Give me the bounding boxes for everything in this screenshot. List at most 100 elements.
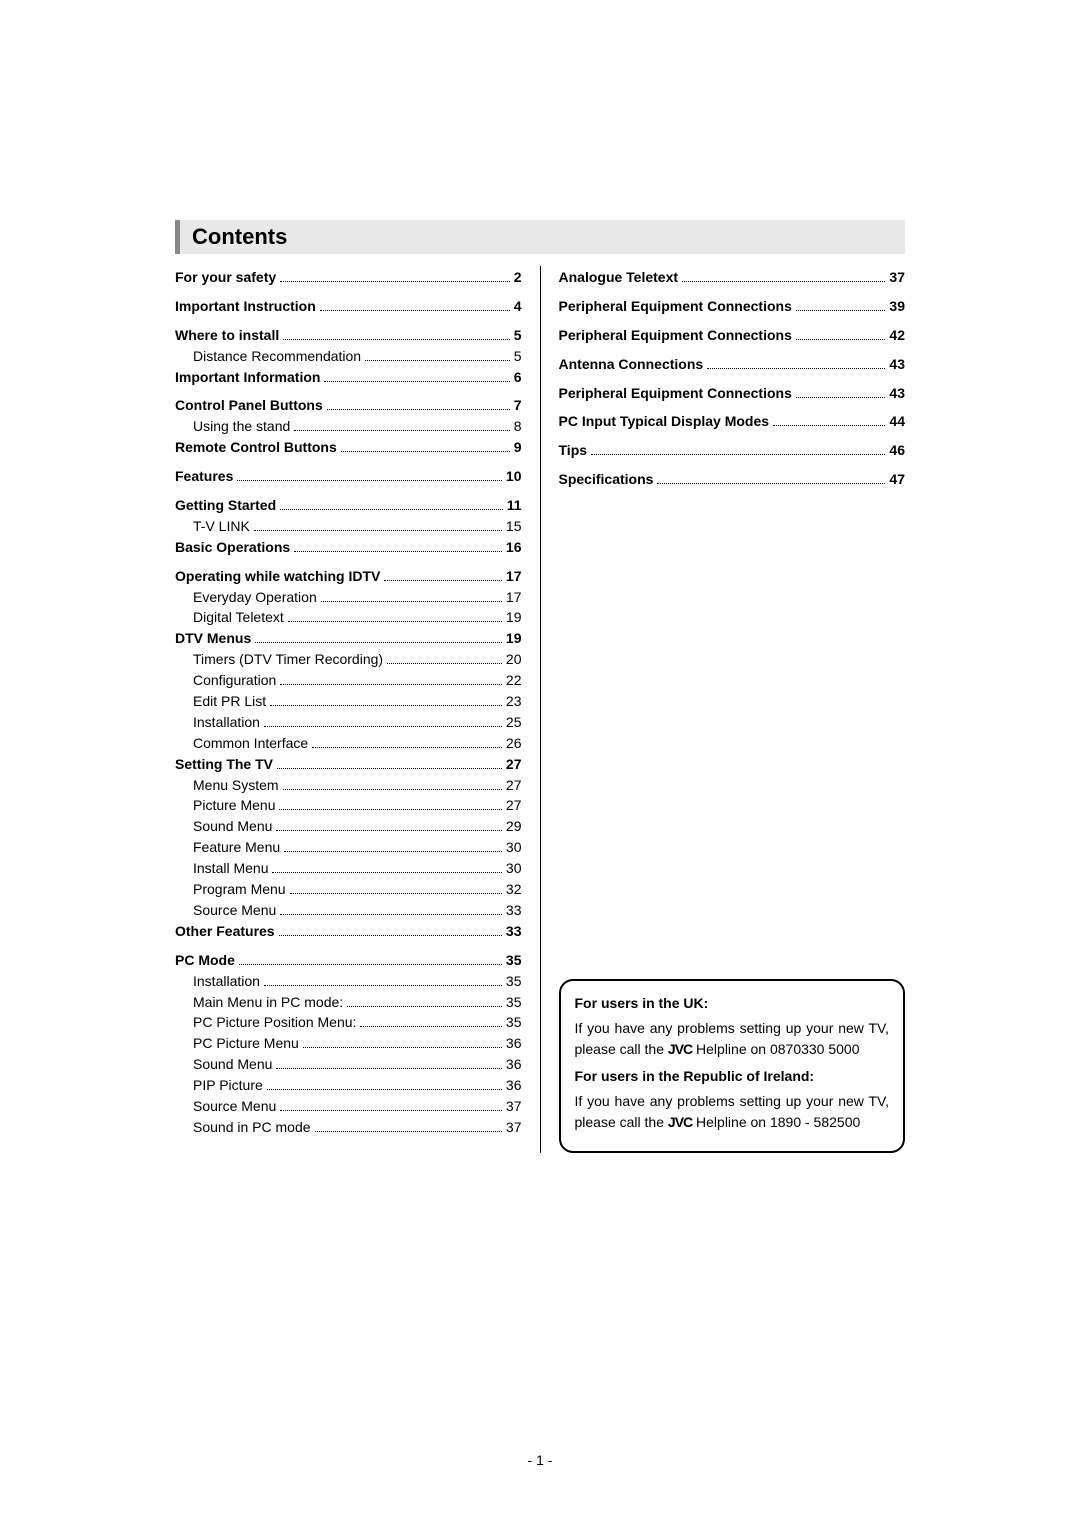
toc-entry: Operating while watching IDTV17 — [175, 567, 522, 586]
toc-entry: Digital Teletext19 — [175, 608, 522, 627]
toc-leader-dots — [387, 663, 502, 664]
toc-label: Setting The TV — [175, 755, 273, 774]
toc-label: PIP Picture — [193, 1076, 263, 1095]
toc-entry: Source Menu33 — [175, 901, 522, 920]
toc-leader-dots — [272, 872, 501, 873]
toc-page-number: 11 — [507, 496, 522, 515]
toc-entry: PC Mode35 — [175, 951, 522, 970]
toc-label: Other Features — [175, 922, 275, 941]
toc-label: PC Input Typical Display Modes — [559, 412, 770, 431]
toc-leader-dots — [280, 1110, 502, 1111]
toc-label: T-V LINK — [193, 517, 250, 536]
toc-page-number: 36 — [506, 1076, 522, 1095]
toc-label: Antenna Connections — [559, 355, 704, 374]
toc-entry: Basic Operations 16 — [175, 538, 522, 557]
toc-entry: Getting Started11 — [175, 496, 522, 515]
toc-label: Basic Operations — [175, 538, 290, 557]
toc-leader-dots — [290, 893, 502, 894]
toc-leader-dots — [267, 1089, 502, 1090]
toc-page-number: 37 — [506, 1097, 522, 1116]
toc-columns: For your safety2Important Instruction4Wh… — [175, 266, 905, 1153]
toc-leader-dots — [288, 621, 502, 622]
toc-page-number: 8 — [514, 417, 522, 436]
toc-page-number: 19 — [506, 629, 522, 648]
toc-leader-dots — [279, 935, 502, 936]
toc-entry: Program Menu32 — [175, 880, 522, 899]
toc-entry: Control Panel Buttons7 — [175, 396, 522, 415]
toc-label: Picture Menu — [193, 796, 275, 815]
toc-label: Main Menu in PC mode: — [193, 993, 343, 1012]
toc-page-number: 16 — [506, 538, 522, 557]
toc-entry: Installation35 — [175, 972, 522, 991]
toc-label: Using the stand — [193, 417, 290, 436]
toc-entry: Install Menu30 — [175, 859, 522, 878]
toc-entry: Setting The TV27 — [175, 755, 522, 774]
toc-leader-dots — [239, 964, 502, 965]
toc-page-number: 26 — [506, 734, 522, 753]
toc-entry: Remote Control Buttons9 — [175, 438, 522, 457]
toc-label: Source Menu — [193, 1097, 276, 1116]
toc-page-number: 23 — [506, 692, 522, 711]
toc-entry: Installation25 — [175, 713, 522, 732]
note-uk-text-b: Helpline on 0870330 5000 — [692, 1041, 859, 1057]
toc-label: For your safety — [175, 268, 276, 287]
toc-entry: Everyday Operation17 — [175, 588, 522, 607]
toc-label: Sound Menu — [193, 817, 272, 836]
toc-label: DTV Menus — [175, 629, 251, 648]
brand-logo: JVC — [668, 1041, 692, 1057]
toc-entry: Menu System 27 — [175, 776, 522, 795]
toc-entry: For your safety2 — [175, 268, 522, 287]
toc-leader-dots — [276, 830, 502, 831]
toc-leader-dots — [591, 454, 885, 455]
toc-leader-dots — [255, 642, 502, 643]
toc-leader-dots — [277, 768, 502, 769]
toc-leader-dots — [796, 397, 886, 398]
toc-label: Important Instruction — [175, 297, 316, 316]
toc-page-number: 27 — [506, 776, 522, 795]
toc-leader-dots — [280, 509, 503, 510]
toc-page-number: 15 — [506, 517, 522, 536]
toc-page-number: 36 — [506, 1034, 522, 1053]
contents-heading-bar: Contents — [175, 220, 905, 254]
note-uk-body: If you have any problems setting up your… — [575, 1018, 890, 1060]
toc-entry: Source Menu 37 — [175, 1097, 522, 1116]
toc-entry: Specifications47 — [559, 470, 906, 489]
toc-entry: Sound Menu 29 — [175, 817, 522, 836]
toc-leader-dots — [279, 809, 501, 810]
toc-page-number: 27 — [506, 796, 522, 815]
toc-entry: PC Input Typical Display Modes44 — [559, 412, 906, 431]
toc-label: Menu System — [193, 776, 279, 795]
note-ie-title: For users in the Republic of Ireland: — [575, 1066, 890, 1087]
toc-leader-dots — [294, 551, 502, 552]
toc-leader-dots — [324, 381, 509, 382]
toc-label: Specifications — [559, 470, 654, 489]
toc-entry: Main Menu in PC mode:35 — [175, 993, 522, 1012]
toc-page-number: 5 — [514, 347, 522, 366]
toc-page-number: 7 — [514, 396, 522, 415]
toc-leader-dots — [796, 339, 886, 340]
toc-entry: PC Picture Position Menu:35 — [175, 1013, 522, 1032]
toc-entry: Picture Menu 27 — [175, 796, 522, 815]
toc-label: Features — [175, 467, 233, 486]
toc-page-number: 6 — [514, 368, 522, 387]
toc-page-number: 25 — [506, 713, 522, 732]
toc-leader-dots — [315, 1131, 502, 1132]
toc-label: Install Menu — [193, 859, 268, 878]
toc-leader-dots — [280, 281, 510, 282]
toc-leader-dots — [384, 580, 502, 581]
toc-entry: Edit PR List23 — [175, 692, 522, 711]
toc-entry: Timers (DTV Timer Recording)20 — [175, 650, 522, 669]
toc-leader-dots — [264, 726, 502, 727]
toc-page-number: 39 — [889, 297, 905, 316]
toc-entry: PC Picture Menu36 — [175, 1034, 522, 1053]
toc-label: Peripheral Equipment Connections — [559, 326, 792, 345]
toc-page-number: 29 — [506, 817, 522, 836]
toc-leader-dots — [303, 1047, 502, 1048]
toc-leader-dots — [321, 601, 502, 602]
toc-page-number: 4 — [514, 297, 522, 316]
note-uk-title: For users in the UK: — [575, 993, 890, 1014]
toc-leader-dots — [294, 430, 509, 431]
toc-label: Sound Menu — [193, 1055, 272, 1074]
toc-leader-dots — [264, 985, 502, 986]
toc-entry: Sound in PC mode37 — [175, 1118, 522, 1137]
